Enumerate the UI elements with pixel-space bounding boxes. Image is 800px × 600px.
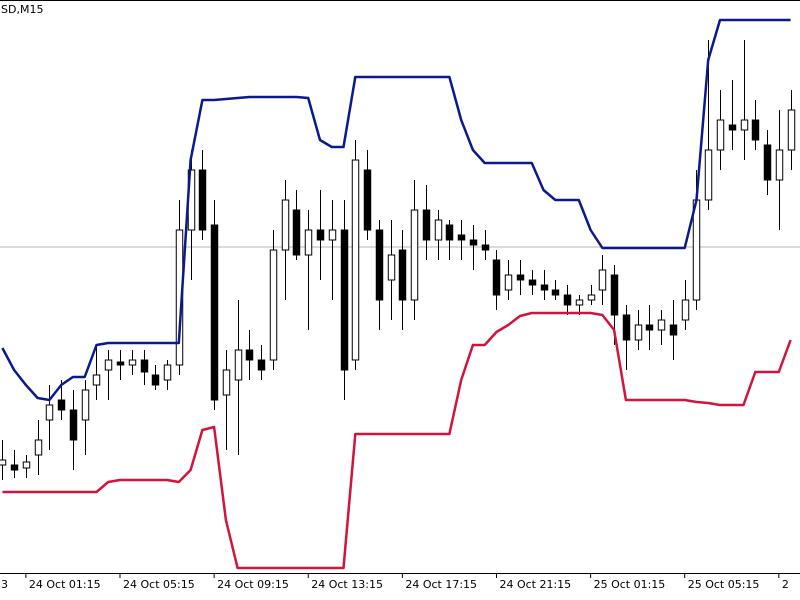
candle-body (245, 349, 254, 361)
candle-body (151, 374, 160, 386)
candle-body (222, 369, 231, 396)
candle-body (516, 274, 525, 281)
candle-body (457, 234, 466, 241)
x-tick-label: 24 Oct 05:15 (123, 578, 195, 591)
candle-body (375, 229, 384, 301)
candle-body (116, 361, 125, 366)
candle-body (563, 294, 572, 306)
x-tick-label: 24 Oct 17:15 (405, 578, 477, 591)
x-tick-label: 24 Oct 13:15 (311, 578, 383, 591)
candle-body (398, 249, 407, 301)
candle-body (316, 229, 325, 241)
candle-body (269, 249, 278, 361)
candle-body (422, 209, 431, 241)
candle-body (22, 461, 31, 469)
candle-body (716, 119, 725, 151)
candle-body (740, 119, 749, 131)
candle-body (787, 109, 796, 151)
candle-body (587, 294, 596, 301)
candle-body (257, 359, 266, 371)
candle-body (492, 259, 501, 296)
candle-body (328, 229, 337, 241)
candle-body (234, 349, 243, 381)
candle-body (304, 229, 313, 256)
candle-body (128, 359, 137, 366)
candle-body (657, 319, 666, 331)
candle-body (104, 359, 113, 371)
candle-body (210, 224, 219, 401)
chart-title: SD,M15 (1, 3, 43, 16)
candle-body (669, 324, 678, 336)
candle-body (340, 229, 349, 371)
candle-body (81, 389, 90, 421)
candle-body (140, 359, 149, 373)
candle-body (445, 224, 454, 241)
candle-body (163, 364, 172, 381)
x-tick-label: 2 (782, 578, 789, 591)
candle-body (575, 299, 584, 306)
candle-body (69, 409, 78, 441)
candle-body (351, 159, 360, 361)
candle-body (363, 169, 372, 231)
x-tick-label: 25 Oct 01:15 (594, 578, 666, 591)
candle-body (410, 209, 419, 301)
candle-body (0, 459, 7, 466)
channel-line (1, 18, 791, 402)
candle-body (57, 399, 66, 411)
x-tick-label: 3 (1, 578, 8, 591)
candle-body (728, 124, 737, 131)
candle-body (92, 374, 101, 386)
candle-body (528, 279, 537, 286)
candle-body (681, 299, 690, 321)
candle-body (10, 464, 19, 471)
candle-body (645, 324, 654, 331)
candle-body (775, 149, 784, 181)
candle-body (504, 274, 513, 291)
candle-body (692, 199, 701, 301)
candle-body (704, 149, 713, 201)
candle-body (481, 244, 490, 251)
candle-body (281, 199, 290, 251)
candle-body (622, 314, 631, 341)
candle-body (34, 439, 43, 456)
candle-body (598, 269, 607, 291)
candle-body (434, 219, 443, 241)
candle-body (45, 404, 54, 421)
candle-body (610, 274, 619, 316)
candle-body (763, 144, 772, 181)
candle-body (751, 119, 760, 141)
x-tick-label: 25 Oct 05:15 (688, 578, 760, 591)
x-tick-label: 24 Oct 09:15 (217, 578, 289, 591)
candle-body (292, 209, 301, 256)
candle-body (469, 239, 478, 246)
candle-body (540, 284, 549, 291)
x-tick-label: 24 Oct 01:15 (29, 578, 101, 591)
candle-body (634, 324, 643, 341)
candle-body (198, 169, 207, 231)
channel-line (2, 311, 792, 570)
candle-body (387, 254, 396, 281)
candle-body (551, 289, 560, 296)
x-tick-label: 24 Oct 21:15 (499, 578, 571, 591)
